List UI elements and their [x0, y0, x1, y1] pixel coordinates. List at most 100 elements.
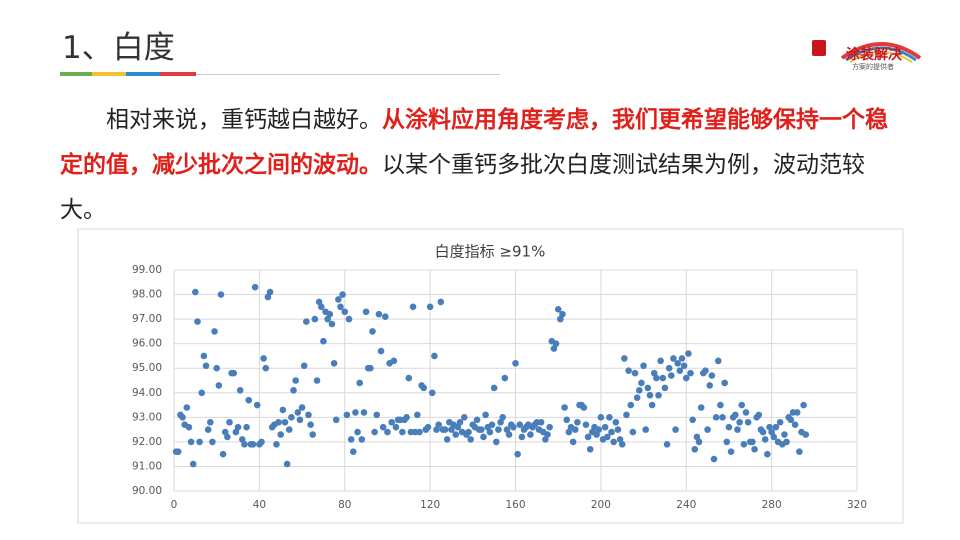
- data-point: [273, 441, 280, 448]
- data-point: [689, 416, 696, 424]
- data-point: [392, 423, 400, 431]
- x-tick-label: 80: [338, 499, 351, 511]
- data-point: [633, 394, 641, 401]
- data-point: [194, 318, 201, 325]
- data-point: [217, 291, 225, 298]
- data-point: [262, 364, 270, 372]
- y-tick-label: 98.00: [132, 289, 162, 301]
- data-point: [691, 445, 699, 453]
- slide-title: 1、白度: [62, 30, 175, 66]
- data-point: [704, 426, 711, 433]
- data-point: [320, 337, 327, 345]
- data-point: [226, 418, 233, 426]
- data-point: [174, 448, 182, 456]
- logo-icon: [812, 40, 826, 56]
- body-outro: 以某个重钙多批次白度测试结果为例，波动范较大。: [60, 152, 865, 223]
- data-point: [373, 411, 381, 419]
- data-point: [648, 401, 656, 409]
- data-point: [492, 438, 500, 446]
- data-point: [751, 445, 758, 453]
- data-point: [343, 411, 351, 419]
- y-tick-label: 92.00: [132, 436, 162, 448]
- data-point: [332, 416, 340, 424]
- data-point: [644, 384, 652, 392]
- data-point: [505, 431, 513, 438]
- data-point: [793, 409, 801, 416]
- data-point: [362, 308, 370, 316]
- data-point: [742, 409, 750, 416]
- data-point: [610, 438, 617, 446]
- data-point: [501, 374, 509, 382]
- data-point: [283, 460, 291, 468]
- data-point: [659, 374, 667, 382]
- data-point: [717, 401, 724, 409]
- data-point: [712, 414, 720, 421]
- chart-title: 白度指标 ≥91%: [435, 243, 546, 261]
- data-point: [670, 355, 677, 362]
- data-point: [608, 428, 615, 436]
- data-point: [674, 360, 682, 367]
- data-point: [663, 441, 671, 448]
- data-point: [668, 372, 675, 379]
- y-tick-label: 93.00: [132, 411, 162, 423]
- data-point: [559, 310, 566, 318]
- data-point: [478, 426, 485, 433]
- data-point: [732, 411, 739, 419]
- data-point: [629, 428, 637, 436]
- data-point: [710, 455, 718, 463]
- data-point: [571, 426, 579, 433]
- logo-arc: [840, 42, 922, 63]
- x-tick-label: 320: [847, 499, 867, 511]
- data-point: [606, 414, 613, 421]
- data-point: [431, 352, 438, 360]
- data-point: [441, 426, 449, 433]
- data-point: [714, 357, 722, 365]
- x-tick-label: 280: [762, 499, 782, 511]
- data-point: [618, 441, 626, 448]
- data-point: [317, 303, 325, 311]
- data-point: [725, 423, 733, 431]
- data-point: [294, 409, 302, 416]
- y-tick-label: 94.00: [132, 387, 162, 399]
- data-point: [288, 414, 295, 421]
- data-point: [424, 423, 432, 431]
- data-point: [285, 426, 293, 433]
- data-point: [563, 416, 571, 424]
- data-point: [371, 428, 378, 436]
- data-point: [740, 441, 748, 448]
- data-point: [635, 387, 643, 394]
- data-point: [339, 291, 346, 298]
- y-tick-label: 96.00: [132, 338, 162, 350]
- data-point: [313, 377, 321, 384]
- data-point: [586, 445, 594, 453]
- data-point: [279, 406, 287, 414]
- data-point: [646, 391, 654, 399]
- data-point: [204, 426, 212, 433]
- data-point: [527, 431, 534, 438]
- data-point: [776, 418, 784, 426]
- data-point: [367, 364, 374, 372]
- data-point: [309, 431, 317, 438]
- x-tick-label: 240: [676, 499, 696, 511]
- data-point: [236, 387, 244, 394]
- logo: 涂装解决 方案的提供者: [812, 36, 932, 76]
- data-point: [601, 423, 609, 431]
- data-point: [482, 411, 489, 419]
- data-point: [738, 401, 746, 409]
- data-point: [219, 450, 227, 458]
- data-point: [702, 367, 709, 374]
- data-point: [330, 360, 338, 367]
- data-point: [187, 438, 195, 446]
- data-point: [349, 448, 357, 456]
- data-point: [192, 288, 199, 296]
- data-point: [791, 421, 799, 429]
- data-point: [253, 401, 261, 409]
- data-point: [695, 438, 703, 446]
- data-point: [243, 423, 250, 431]
- data-point: [307, 421, 314, 429]
- data-point: [495, 426, 502, 433]
- data-point: [311, 315, 319, 323]
- data-point: [337, 303, 344, 311]
- x-tick-label: 160: [505, 499, 525, 511]
- data-point: [719, 414, 726, 421]
